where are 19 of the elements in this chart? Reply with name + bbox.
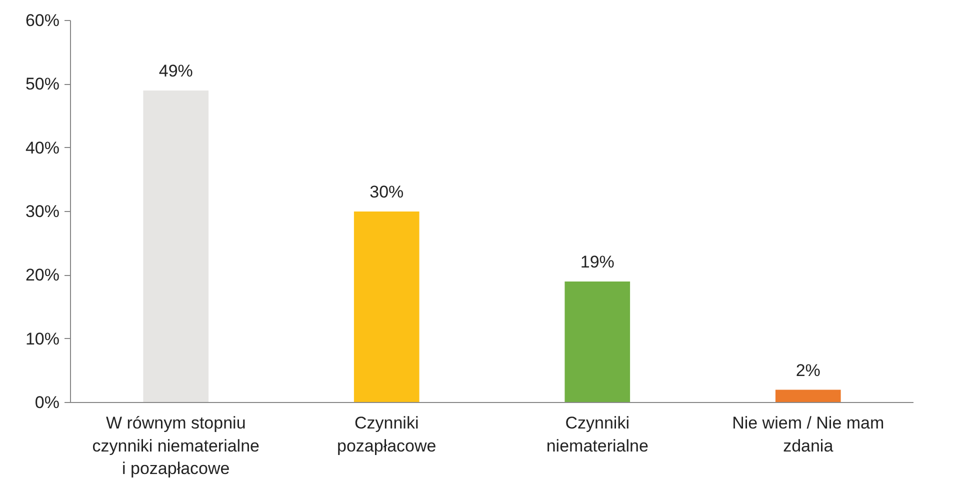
x-tick-label: Nie wiem / Nie mam zdania — [732, 414, 884, 456]
y-tick-label: 40% — [25, 138, 60, 158]
y-tick-label: 10% — [25, 329, 60, 348]
bar — [775, 390, 841, 402]
data-label: 30% — [370, 182, 404, 202]
y-tick-label: 20% — [25, 266, 60, 285]
data-label: 2% — [796, 360, 820, 380]
x-tick-label: W równym stopniu czynniki niematerialne i pozapłacowe — [92, 414, 260, 478]
y-tick-label: 60% — [25, 11, 60, 30]
bar — [143, 90, 209, 402]
x-tick-label: Czynniki pozapłacowe — [337, 414, 436, 456]
bar — [354, 212, 420, 402]
bar — [564, 282, 630, 402]
x-tick-label: Czynniki niematerialne — [546, 414, 648, 456]
y-tick-label: 0% — [34, 393, 60, 412]
y-tick-label: 50% — [25, 74, 60, 94]
y-tick-label: 30% — [25, 202, 60, 221]
data-label: 49% — [158, 62, 193, 81]
data-label: 19% — [580, 252, 614, 272]
